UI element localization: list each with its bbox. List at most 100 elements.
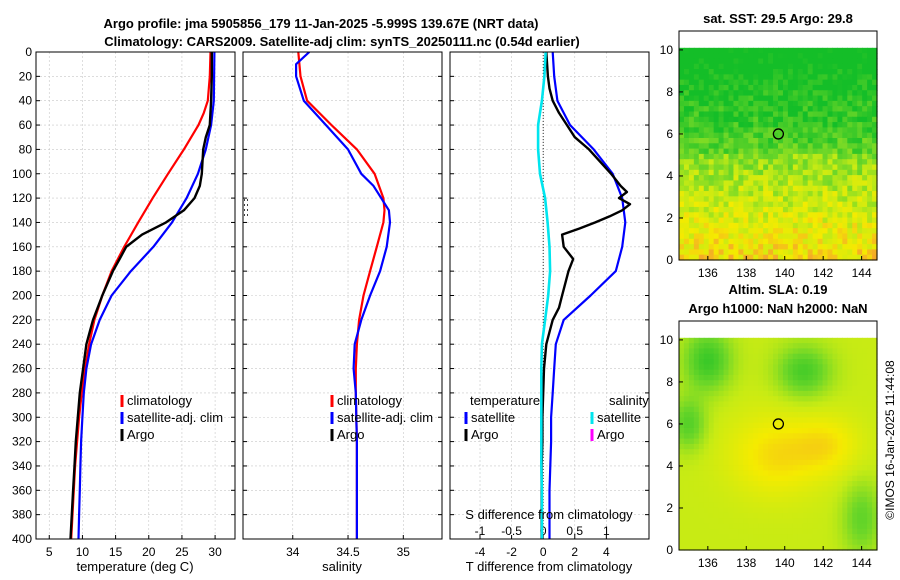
map-cell	[862, 84, 868, 91]
x-tick-label: 34.5	[336, 545, 360, 559]
map-cell	[832, 63, 838, 70]
map-cell	[787, 212, 794, 219]
legend-argo-label: Argo	[127, 427, 154, 442]
map-cell	[827, 481, 834, 487]
map-cell	[797, 90, 804, 97]
map-cell	[792, 412, 799, 418]
map-cell	[822, 185, 829, 192]
map-cell	[698, 84, 705, 91]
map-cell	[758, 127, 764, 134]
map-cell	[872, 127, 878, 134]
map-cell	[802, 53, 809, 60]
map-cell	[797, 254, 804, 261]
map-cell	[787, 544, 794, 551]
map-cell	[693, 84, 700, 91]
map-cell	[837, 502, 843, 509]
map-cell	[782, 249, 789, 256]
legend-satellite-label: satellite-adj. clim	[127, 410, 223, 425]
map-cell	[748, 433, 754, 440]
map-cell	[847, 465, 853, 472]
map-cell	[817, 153, 824, 160]
map-cell	[872, 443, 878, 450]
map-cell	[693, 491, 700, 498]
map-cell	[693, 465, 700, 472]
map-cell	[842, 95, 848, 102]
map-cell	[728, 401, 735, 408]
map-cell	[812, 84, 819, 91]
map-cell	[787, 249, 794, 256]
map-cell	[758, 496, 764, 503]
map-cell	[763, 159, 769, 166]
map-cell	[812, 159, 819, 166]
map-cell	[787, 518, 794, 525]
map-cell	[723, 406, 730, 413]
map-cell	[768, 443, 774, 450]
map-cell	[867, 465, 873, 472]
map-cell	[852, 238, 858, 245]
map-cell	[728, 539, 735, 546]
map-cell	[792, 153, 799, 160]
map-cell	[698, 518, 705, 525]
map-cell	[708, 491, 715, 498]
map-cell	[817, 148, 824, 155]
map-cell	[802, 58, 809, 65]
map-cell	[703, 132, 710, 139]
map-cell	[773, 169, 779, 176]
map-cell	[718, 528, 725, 535]
map-cell	[723, 127, 730, 134]
map-cell	[703, 496, 710, 503]
map-cell	[733, 111, 739, 118]
map-cell	[867, 58, 873, 65]
map-cell	[797, 84, 804, 91]
map-cell	[718, 106, 725, 113]
map-cell	[842, 491, 848, 498]
map-cell	[827, 380, 834, 387]
map-cell	[738, 175, 744, 182]
map-cell	[693, 63, 700, 70]
map-cell	[837, 53, 843, 60]
map-cell	[872, 449, 878, 456]
map-cell	[862, 401, 868, 408]
map-cell	[837, 228, 843, 235]
map-cell	[807, 95, 814, 102]
map-cell	[743, 95, 749, 102]
map-cell	[679, 69, 685, 75]
map-cell	[817, 422, 824, 429]
map-cell	[683, 523, 690, 530]
map-cell	[792, 159, 799, 166]
x-tick-label: 0	[540, 545, 547, 559]
map-cell	[842, 254, 848, 261]
map-cell	[763, 143, 769, 150]
map-cell	[768, 454, 774, 461]
map-cell	[842, 201, 848, 208]
map-cell	[802, 369, 809, 376]
map-cell	[718, 337, 725, 344]
map-cell	[698, 217, 705, 224]
map-cell	[763, 201, 769, 208]
map-cell	[728, 201, 735, 208]
map-cell	[827, 185, 834, 192]
map-cell	[728, 100, 735, 107]
map-cell	[797, 164, 804, 171]
map-cell	[708, 412, 715, 418]
map-cell	[867, 475, 873, 482]
map-cell	[738, 185, 744, 192]
map-cell	[683, 180, 690, 187]
map-cell	[723, 53, 730, 60]
map-cell	[753, 359, 759, 365]
map-cell	[817, 58, 824, 65]
map-cell	[728, 390, 735, 397]
map-cell	[763, 254, 769, 261]
map-cell	[797, 401, 804, 408]
map-cell	[688, 137, 695, 144]
map-cell	[733, 427, 739, 434]
map-cell	[827, 137, 834, 144]
map-cell	[733, 116, 739, 123]
map-cell	[807, 74, 814, 81]
map-cell	[698, 143, 705, 150]
map-cell	[847, 486, 853, 493]
map-cell	[718, 507, 725, 514]
map-cell	[812, 433, 819, 440]
map-cell	[807, 385, 814, 392]
lon-tick-label: 136	[698, 556, 718, 570]
